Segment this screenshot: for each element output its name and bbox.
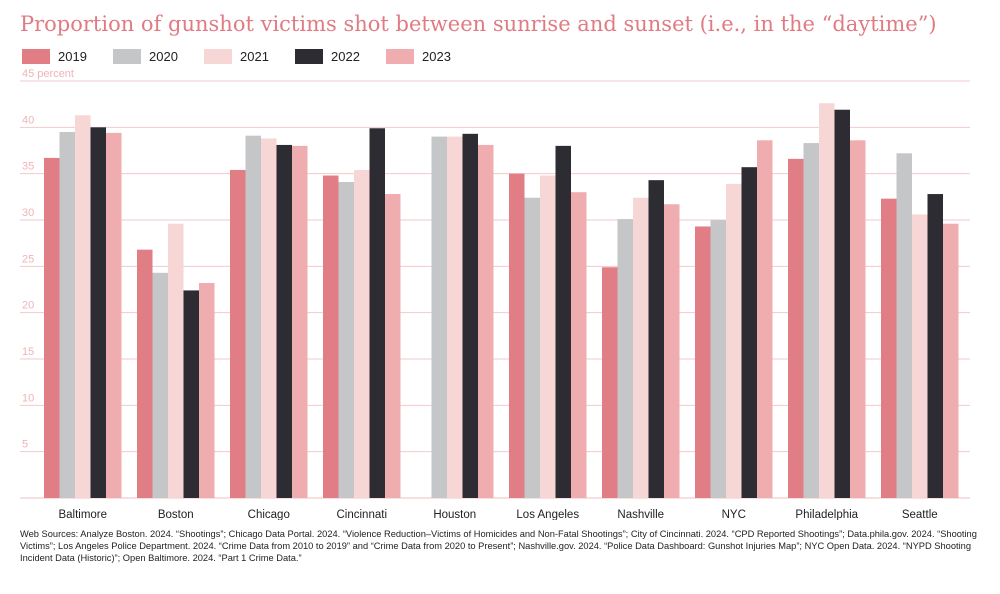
x-tick-label: Los Angeles — [516, 509, 579, 520]
legend-swatch — [295, 49, 323, 64]
bar-2022-houston — [462, 133, 478, 498]
bar-2020-boston — [152, 272, 168, 498]
legend-swatch — [386, 49, 414, 64]
x-tick-label: Chicago — [248, 509, 290, 520]
bar-2023-chicago — [292, 145, 308, 498]
bar-2022-seattle — [927, 194, 943, 498]
legend-label: 2022 — [331, 49, 360, 64]
bar-2021-houston — [447, 136, 463, 498]
bar-2022-cincinnati — [369, 128, 385, 498]
bar-2020-nyc — [710, 220, 726, 498]
legend-label: 2023 — [422, 49, 451, 64]
bar-2022-baltimore — [90, 127, 106, 498]
legend-swatch — [113, 49, 141, 64]
y-tick-label: 15 — [22, 346, 34, 358]
bar-2021-boston — [168, 223, 184, 498]
bar-2020-seattle — [896, 153, 912, 498]
bar-2019-seattle — [881, 198, 897, 499]
bar-2023-los-angeles — [571, 192, 587, 498]
bar-2020-cincinnati — [338, 182, 354, 499]
bar-2023-nyc — [757, 140, 773, 498]
y-tick-label: 30 — [22, 207, 34, 219]
bar-2023-seattle — [943, 223, 959, 498]
x-tick-label: Houston — [433, 509, 476, 520]
bar-2019-nashville — [602, 267, 618, 498]
chart-plot: 5 10 15 20 25 30 35 40 45 percent Baltimore Boston… — [20, 68, 970, 520]
bar-2020-los-angeles — [524, 197, 540, 498]
bar-2023-cincinnati — [385, 194, 401, 498]
bar-2020-chicago — [245, 135, 261, 498]
y-tick-label: 35 — [22, 161, 34, 173]
y-tick-label: 5 — [22, 439, 28, 451]
bar-2022-philadelphia — [834, 109, 850, 498]
legend-label: 2021 — [240, 49, 269, 64]
bar-2019-chicago — [230, 169, 246, 498]
bar-2020-baltimore — [59, 131, 75, 498]
y-tick-label: 20 — [22, 300, 34, 312]
x-tick-label: Philadelphia — [795, 509, 858, 520]
bar-2023-nashville — [664, 204, 680, 498]
y-tick-label: 40 — [22, 114, 34, 126]
bar-2022-nyc — [741, 167, 757, 498]
source-note: Web Sources: Analyze Boston. 2024. “Shoo… — [20, 529, 977, 564]
x-tick-label: Baltimore — [58, 509, 107, 520]
bar-2021-seattle — [912, 214, 928, 498]
bar-2021-cincinnati — [354, 169, 370, 498]
bar-2023-philadelphia — [850, 140, 866, 498]
legend-item: 2023 — [386, 49, 477, 64]
bar-2022-los-angeles — [555, 145, 571, 498]
legend-swatch — [22, 49, 50, 64]
bar-2022-chicago — [276, 144, 292, 498]
y-tick-label: 10 — [22, 392, 34, 404]
bar-2023-baltimore — [106, 132, 122, 499]
bar-2020-philadelphia — [803, 143, 819, 498]
x-tick-label: Nashville — [617, 509, 664, 520]
y-tick-label: 45 percent — [22, 68, 74, 80]
legend-item: 2020 — [113, 49, 204, 64]
legend-label: 2019 — [58, 49, 87, 64]
bar-2023-houston — [478, 144, 494, 498]
bar-2019-los-angeles — [509, 173, 525, 498]
bar-2021-los-angeles — [540, 175, 556, 498]
bar-2020-nashville — [617, 219, 633, 498]
x-tick-label: Cincinnati — [337, 509, 388, 520]
legend-item: 2021 — [204, 49, 295, 64]
bar-2022-boston — [183, 290, 199, 498]
bar-2021-nashville — [633, 197, 649, 498]
bar-2019-cincinnati — [323, 175, 339, 498]
bar-2019-boston — [137, 249, 153, 498]
legend-item: 2022 — [295, 49, 386, 64]
chart-title: Proportion of gunshot victims shot betwe… — [20, 12, 937, 36]
bar-2019-philadelphia — [788, 158, 804, 498]
bar-2019-baltimore — [44, 157, 60, 498]
bar-2020-houston — [431, 136, 447, 498]
bar-2019-nyc — [695, 226, 711, 498]
x-tick-label: Boston — [158, 509, 194, 520]
bar-2021-nyc — [726, 183, 742, 499]
legend-label: 2020 — [149, 49, 178, 64]
bar-2022-nashville — [648, 180, 664, 499]
y-tick-label: 25 — [22, 253, 34, 265]
bar-2023-boston — [199, 283, 215, 498]
x-tick-label: Seattle — [902, 509, 938, 520]
legend-swatch — [204, 49, 232, 64]
bar-2021-baltimore — [75, 115, 91, 498]
legend-item: 2019 — [22, 49, 113, 64]
x-tick-label: NYC — [722, 509, 746, 520]
legend: 2019 2020 2021 2022 2023 — [22, 49, 477, 64]
bar-2021-chicago — [261, 138, 277, 498]
bar-2021-philadelphia — [819, 103, 835, 499]
